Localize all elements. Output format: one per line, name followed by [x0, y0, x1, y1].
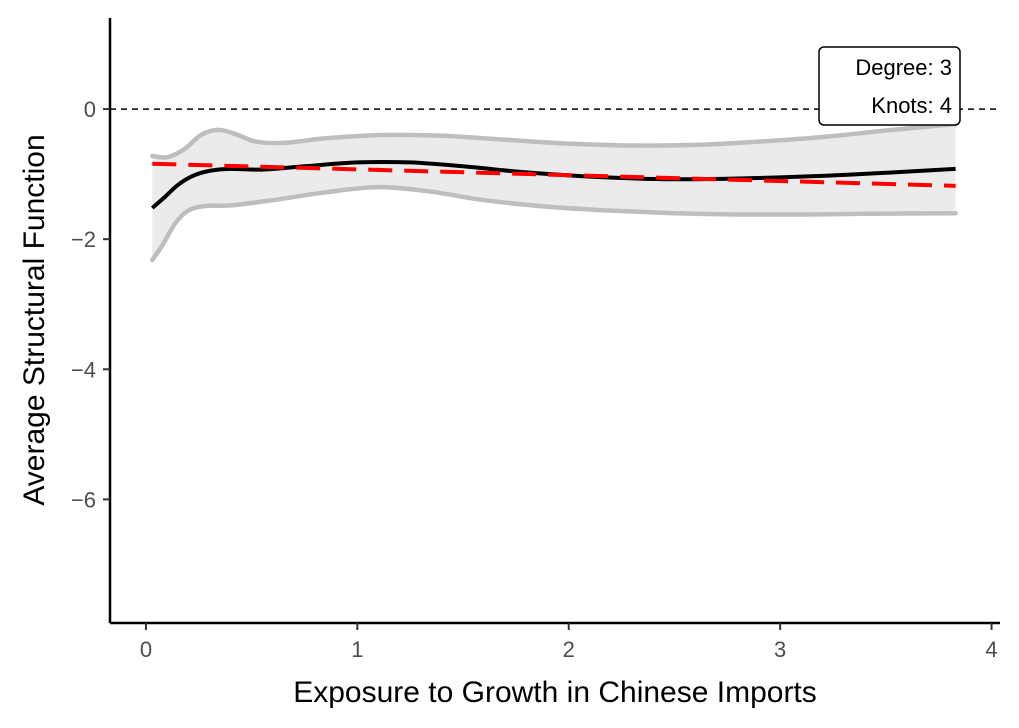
- x-tick-label: 3: [774, 637, 786, 662]
- legend-box: Degree: 3 Knots: 4: [818, 46, 961, 126]
- knots-label: Knots: 4: [871, 93, 952, 118]
- series-lines: [150, 121, 958, 263]
- x-axis-title: Exposure to Growth in Chinese Imports: [293, 676, 817, 709]
- y-tick-label: 0: [84, 97, 96, 122]
- band-fill: [152, 124, 956, 260]
- x-tick-label: 0: [140, 637, 152, 662]
- y-tick-label: −4: [71, 357, 96, 382]
- legend-box-border: [818, 46, 961, 126]
- lower-band-line: [150, 184, 958, 263]
- estimate-line: [150, 159, 956, 210]
- y-axis-title: Average Structural Function: [18, 134, 51, 505]
- x-tick-label: 1: [351, 637, 363, 662]
- y-tick-label: −6: [71, 487, 96, 512]
- axes: [108, 18, 1000, 625]
- x-tick-label: 2: [563, 637, 575, 662]
- linear-fit-line: [152, 161, 956, 188]
- upper-band-line: [150, 121, 958, 160]
- degree-label: Degree: 3: [855, 55, 952, 80]
- y-tick-label: −2: [71, 227, 96, 252]
- ticks: 0 1 2 3 4 0 −2 −4 −6: [71, 97, 998, 662]
- confidence-band: [152, 124, 956, 260]
- x-tick-label: 4: [985, 637, 997, 662]
